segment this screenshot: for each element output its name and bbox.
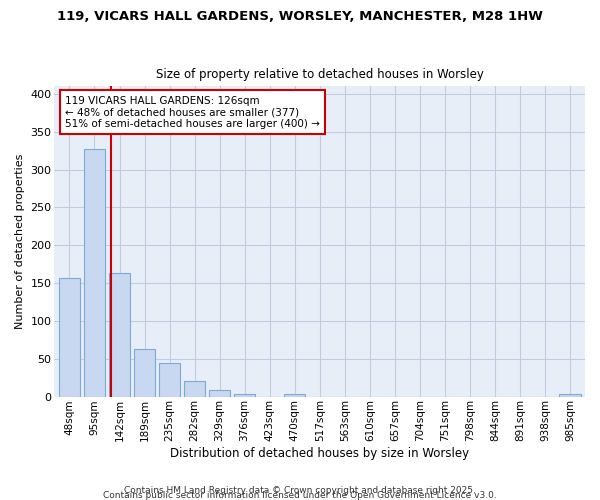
Bar <box>159 364 180 396</box>
Bar <box>109 273 130 396</box>
Y-axis label: Number of detached properties: Number of detached properties <box>15 154 25 329</box>
Text: 119, VICARS HALL GARDENS, WORSLEY, MANCHESTER, M28 1HW: 119, VICARS HALL GARDENS, WORSLEY, MANCH… <box>57 10 543 23</box>
Bar <box>84 149 105 396</box>
Text: Contains public sector information licensed under the Open Government Licence v3: Contains public sector information licen… <box>103 491 497 500</box>
Bar <box>234 394 255 396</box>
Bar <box>134 349 155 397</box>
Bar <box>209 390 230 396</box>
Bar <box>59 278 80 396</box>
Text: Contains HM Land Registry data © Crown copyright and database right 2025.: Contains HM Land Registry data © Crown c… <box>124 486 476 495</box>
Bar <box>284 394 305 396</box>
X-axis label: Distribution of detached houses by size in Worsley: Distribution of detached houses by size … <box>170 447 469 460</box>
Bar <box>184 382 205 396</box>
Title: Size of property relative to detached houses in Worsley: Size of property relative to detached ho… <box>156 68 484 81</box>
Text: 119 VICARS HALL GARDENS: 126sqm
← 48% of detached houses are smaller (377)
51% o: 119 VICARS HALL GARDENS: 126sqm ← 48% of… <box>65 96 320 129</box>
Bar <box>559 394 581 396</box>
